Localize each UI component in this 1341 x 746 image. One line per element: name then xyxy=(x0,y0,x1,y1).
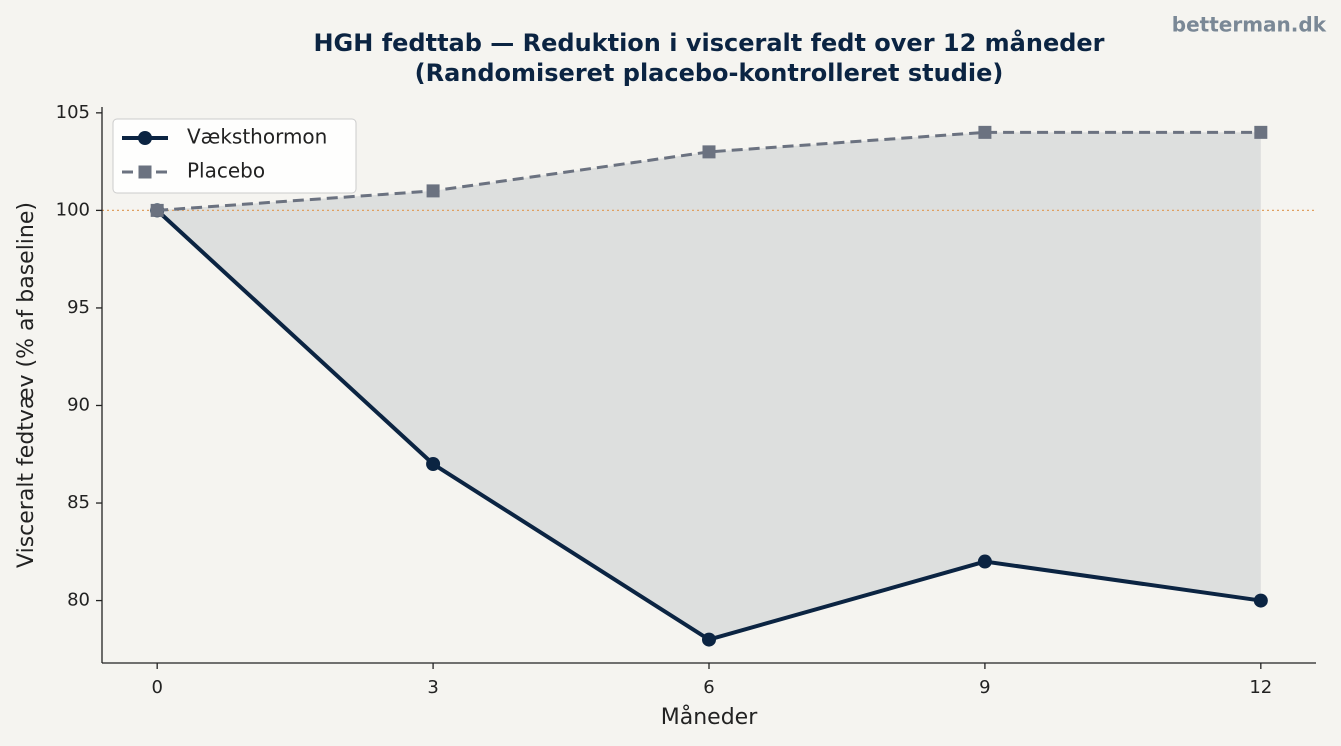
watermark: betterman.dk xyxy=(1172,13,1327,37)
legend: Væksthormon Placebo xyxy=(112,118,357,194)
legend-label: Væksthormon xyxy=(187,125,327,149)
x-axis-title: Måneder xyxy=(661,704,758,730)
point xyxy=(1253,593,1268,608)
point xyxy=(1254,125,1268,139)
x-tick-label: 12 xyxy=(1249,677,1272,698)
point xyxy=(977,554,992,569)
legend-box xyxy=(112,118,357,194)
x-tick-label: 9 xyxy=(979,677,990,698)
point xyxy=(150,203,164,217)
legend-marker xyxy=(138,131,152,145)
x-tick-label: 3 xyxy=(427,677,438,698)
series-line xyxy=(157,130,1261,212)
chart-title: HGH fedttab — Reduktion i visceralt fedt… xyxy=(313,28,1104,57)
legend-label: Placebo xyxy=(187,159,265,183)
x-tick-label: 6 xyxy=(703,677,714,698)
y-tick-label: 85 xyxy=(67,492,90,513)
x-tick-label: 0 xyxy=(151,677,162,698)
point xyxy=(702,145,716,159)
point xyxy=(426,184,440,198)
y-axis-title: Visceralt fedtvæv (% af baseline) xyxy=(14,202,39,568)
point xyxy=(978,125,992,139)
fill-area xyxy=(157,132,1261,640)
point xyxy=(702,632,716,647)
point xyxy=(426,457,441,472)
y-tick-label: 100 xyxy=(56,199,90,220)
y-tick-label: 95 xyxy=(67,297,90,318)
legend-marker xyxy=(138,165,152,179)
y-tick-label: 105 xyxy=(56,102,90,123)
y-tick-label: 90 xyxy=(67,394,90,415)
y-tick-label: 80 xyxy=(67,590,90,611)
chart-subtitle: (Randomiseret placebo-kontrolleret studi… xyxy=(415,59,1004,87)
